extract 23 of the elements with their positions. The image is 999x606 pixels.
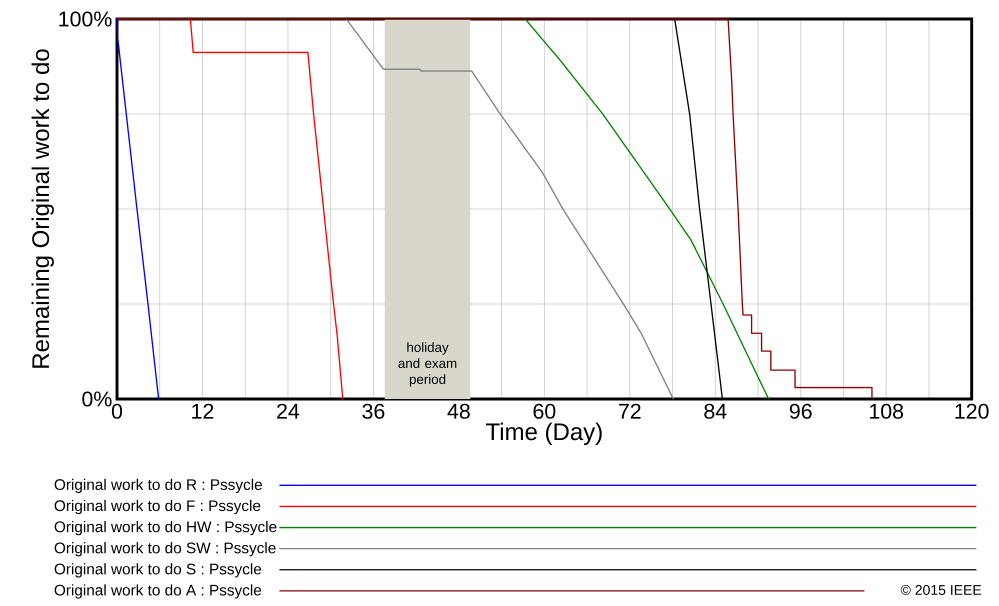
legend-label: Original work to do SW : Pssycle [54, 542, 276, 556]
x-tick-label: 108 [870, 404, 904, 419]
x-tick-label: 36 [362, 404, 384, 419]
legend-label: Original work to do S : Pssycle [54, 563, 262, 578]
x-axis-title: Time (Day) [486, 422, 602, 445]
text: © 2015 IEEE [900, 585, 982, 595]
legend-label: Original work to do F : Pssycle [54, 500, 260, 514]
x-tick-label: 72 [619, 404, 641, 419]
x-tick-label: 24 [277, 404, 300, 419]
y-axis-title: Remaining Original work to do [32, 49, 54, 368]
y-tick-label: 100% [59, 11, 112, 27]
x-tick-label: 0 [112, 404, 122, 419]
x-tick-label: 120 [956, 404, 989, 419]
x-tick-label: 84 [704, 404, 726, 419]
legend-label: Original work to do R : Pssycle [54, 478, 262, 494]
y-tick-label: 0% [82, 391, 112, 407]
x-tick-label: 60 [534, 404, 556, 419]
x-tick-label: 48 [447, 404, 470, 419]
legend-label: Original work to do A : Pssycle [54, 584, 262, 599]
legend-label: Original work to do HW : Pssycle [54, 520, 276, 536]
x-tick-label: 96 [790, 404, 812, 419]
band-label: holiday and exam period [398, 342, 456, 387]
x-tick-label: 12 [192, 404, 214, 419]
